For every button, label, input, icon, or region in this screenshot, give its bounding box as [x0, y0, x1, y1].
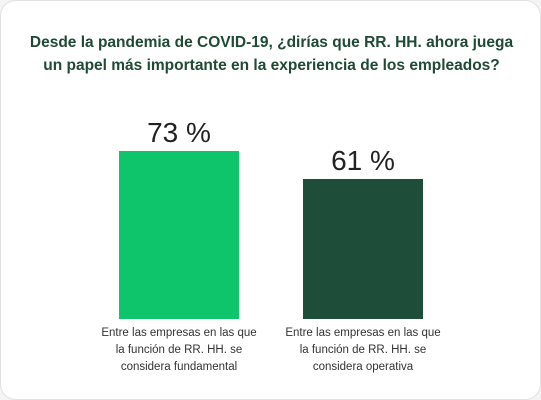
bar-2 [303, 178, 423, 319]
category-label-2: Entre las empresas en las que la función… [285, 327, 441, 373]
chart-title: Desde la pandemia de COVID-19, ¿dirías q… [29, 34, 514, 74]
bar-1 [119, 151, 239, 319]
value-label-1: 73 % [147, 117, 211, 149]
category-label-1: Entre las empresas en las que la función… [101, 327, 257, 373]
value-label-2: 61 % [331, 144, 395, 176]
